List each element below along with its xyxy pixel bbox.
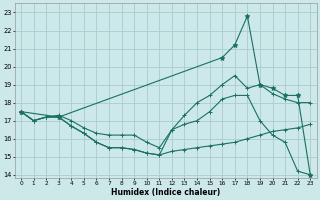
X-axis label: Humidex (Indice chaleur): Humidex (Indice chaleur) [111,188,220,197]
